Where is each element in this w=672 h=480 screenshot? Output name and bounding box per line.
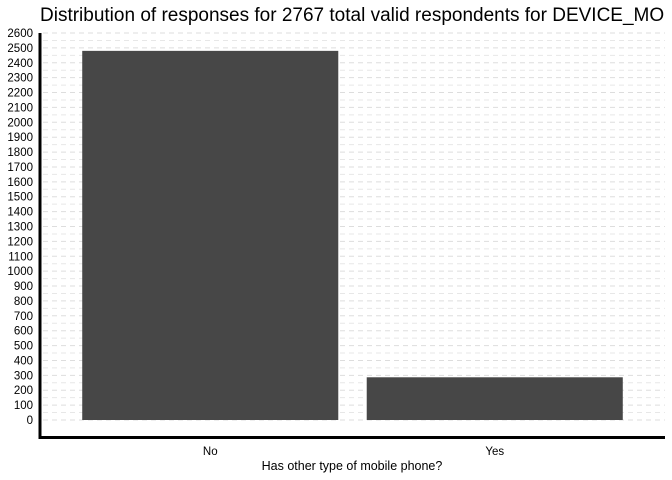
x-axis-title: Has other type of mobile phone? bbox=[262, 459, 443, 473]
bars bbox=[82, 50, 623, 420]
y-tick-label: 300 bbox=[14, 370, 33, 382]
x-tick-label: Yes bbox=[485, 446, 504, 458]
y-tick-label: 1900 bbox=[7, 132, 33, 144]
y-tick-label: 1300 bbox=[7, 222, 33, 234]
y-tick-label: 1600 bbox=[7, 177, 33, 189]
y-tick-label: 400 bbox=[14, 355, 33, 367]
y-tick-label: 2500 bbox=[7, 43, 33, 55]
x-tick-label: No bbox=[203, 446, 218, 458]
bar-yes bbox=[366, 377, 623, 420]
y-tick-label: 0 bbox=[27, 415, 33, 427]
x-tick-labels: No Yes bbox=[203, 446, 504, 458]
y-tick-label: 1800 bbox=[7, 147, 33, 159]
y-tick-label: 2100 bbox=[7, 102, 33, 114]
y-tick-label: 700 bbox=[14, 311, 33, 323]
y-tick-label: 2600 bbox=[7, 28, 33, 40]
y-tick-label: 800 bbox=[14, 296, 33, 308]
y-tick-label: 2000 bbox=[7, 117, 33, 129]
y-tick-label: 200 bbox=[14, 385, 33, 397]
y-tick-label: 2300 bbox=[7, 73, 33, 85]
bar-no bbox=[82, 50, 339, 420]
y-tick-label: 500 bbox=[14, 341, 33, 353]
y-tick-label: 1400 bbox=[7, 207, 33, 219]
y-tick-label: 100 bbox=[14, 400, 33, 412]
y-tick-label: 1700 bbox=[7, 162, 33, 174]
y-tick-label: 2200 bbox=[7, 88, 33, 100]
y-tick-label: 1200 bbox=[7, 236, 33, 248]
y-tick-labels: 0 100 200 300 400 500 600 700 800 900 1000 1100 1200… bbox=[7, 28, 33, 427]
y-tick-label: 1000 bbox=[7, 266, 33, 278]
y-tick-label: 1100 bbox=[8, 251, 33, 263]
y-tick-label: 2400 bbox=[7, 58, 33, 70]
y-tick-label: 600 bbox=[14, 326, 33, 338]
y-tick-label: 1500 bbox=[7, 192, 33, 204]
y-tick-label: 900 bbox=[14, 281, 33, 293]
chart-title: Distribution of responses for 2767 total… bbox=[40, 5, 664, 26]
